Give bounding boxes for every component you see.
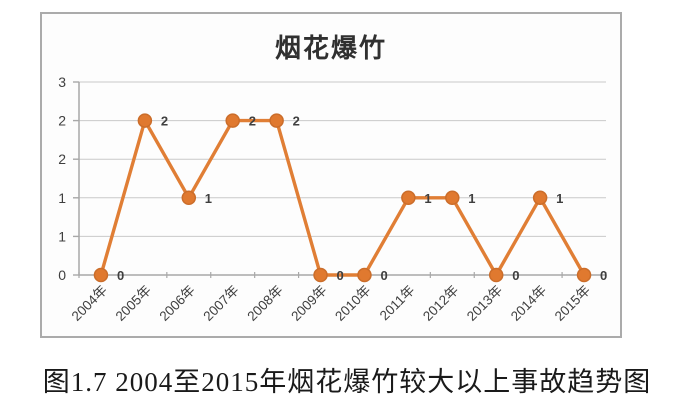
y-tick-label: 3 [58, 74, 66, 90]
data-point-label: 2 [249, 114, 256, 129]
data-point-marker [313, 267, 328, 283]
x-tick-label: 2009年 [288, 283, 329, 324]
data-point-label: 2 [161, 114, 168, 129]
chart-frame: 0 1 1 2 2 3 2004年 2005年 2006年 2007年 2008年 2009年 2010… [40, 12, 622, 338]
y-tick-label: 1 [58, 228, 66, 244]
data-point-label: 1 [205, 191, 212, 206]
data-point-label: 0 [117, 268, 124, 283]
data-point-marker [225, 113, 240, 128]
data-point-marker [357, 267, 372, 283]
data-point-marker [532, 190, 548, 206]
data-point-label: 1 [424, 191, 431, 206]
data-point-marker [488, 267, 504, 283]
x-tick-label: 2013年 [464, 283, 505, 324]
x-tick-label: 2014年 [508, 283, 549, 324]
x-tick-label: 2011年 [377, 283, 418, 324]
chart-title: 烟花爆竹 [274, 34, 387, 63]
data-point-label: 2 [293, 114, 300, 129]
x-tick-label: 2005年 [113, 283, 154, 324]
x-tick-label: 2006年 [157, 283, 198, 324]
x-tick-label: 2015年 [552, 283, 593, 324]
data-point-marker [181, 190, 197, 206]
data-point-label: 0 [380, 268, 387, 283]
data-point-label: 0 [337, 268, 344, 283]
x-tick-label: 2010年 [332, 283, 373, 324]
y-tick-label: 1 [58, 190, 66, 206]
data-point-marker [137, 113, 153, 128]
x-tick-label: 2007年 [200, 283, 241, 324]
x-tick-label: 2004年 [69, 283, 110, 324]
data-point-label: 1 [556, 191, 563, 206]
data-line [99, 118, 586, 277]
data-point-marker [269, 113, 284, 128]
x-tick-label: 2008年 [244, 283, 285, 324]
data-point-marker [93, 267, 109, 283]
y-tick-label: 2 [58, 113, 66, 129]
data-point-marker [445, 190, 460, 206]
x-tick-label: 2012年 [420, 283, 461, 324]
y-tick-label: 0 [58, 267, 66, 283]
figure-caption: 图1.7 2004至2015年烟花爆竹较大以上事故趋势图 [42, 367, 652, 397]
data-point-label: 0 [512, 268, 519, 283]
data-point-label: 0 [600, 268, 607, 283]
data-point-marker [401, 190, 416, 206]
data-point-marker [576, 267, 592, 283]
y-tick-label: 2 [58, 151, 66, 167]
data-point-label: 1 [468, 191, 475, 206]
